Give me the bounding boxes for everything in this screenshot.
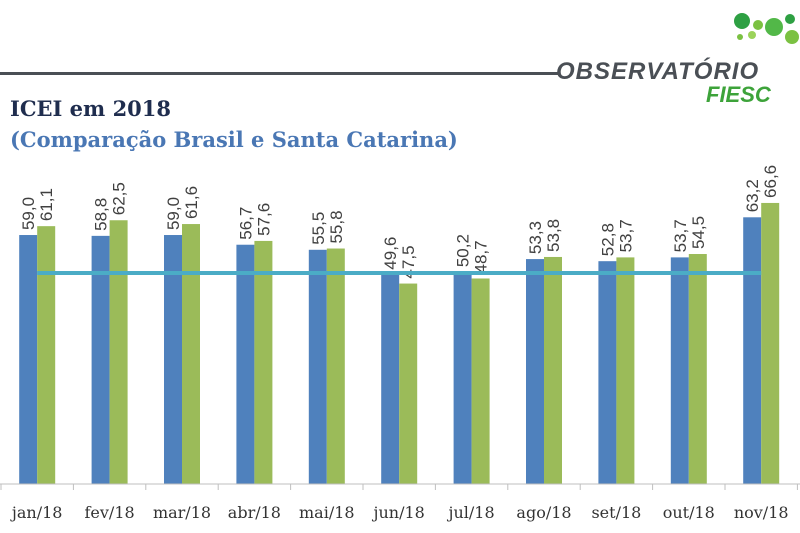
bar-br — [526, 259, 544, 484]
data-label: 55,5 — [309, 212, 328, 245]
data-label: 49,6 — [381, 237, 400, 270]
data-label: 50,2 — [454, 234, 473, 267]
logo-sub-text: FIESC — [706, 82, 771, 107]
bar-sc — [761, 202, 780, 484]
bar-br — [91, 235, 110, 484]
x-tick-label: fev/18 — [85, 503, 135, 522]
data-label: 53,7 — [616, 219, 635, 252]
data-label: 62,5 — [110, 182, 129, 215]
bar-br — [381, 274, 400, 484]
bar-br — [453, 272, 472, 484]
bar-sc — [688, 254, 707, 484]
bar-sc — [616, 257, 635, 484]
bar-sc — [471, 278, 490, 484]
x-tick-label: mar/18 — [153, 503, 211, 522]
data-label: 57,6 — [254, 203, 273, 236]
data-label: 58,8 — [92, 198, 111, 231]
bar-br — [598, 261, 617, 484]
bar-sc — [109, 220, 128, 484]
data-label: 59,0 — [164, 197, 183, 230]
data-label: 54,5 — [689, 216, 708, 249]
data-label: 48,7 — [472, 240, 491, 273]
x-tick-label: jan/18 — [10, 503, 63, 522]
bar-sc — [326, 248, 345, 484]
x-tick-label: out/18 — [663, 503, 715, 522]
data-label: 66,6 — [761, 165, 780, 198]
bar-sc — [544, 256, 562, 484]
data-label: 55,8 — [327, 210, 346, 243]
chart-title: ICEI em 2018 — [10, 96, 172, 121]
logo-dots-icon — [734, 13, 799, 44]
bar-br — [19, 235, 38, 484]
chart-subtitle: (Comparação Brasil e Santa Catarina) — [10, 127, 458, 152]
bar-sc — [399, 283, 418, 484]
data-label: 53,3 — [526, 221, 545, 254]
data-label: 53,8 — [544, 219, 563, 252]
logo-main-text: OBSERVATÓRIO — [556, 58, 760, 85]
bar-br — [670, 257, 689, 484]
bar-sc — [37, 226, 56, 484]
header-rule — [0, 72, 560, 75]
data-label: 63,2 — [743, 179, 762, 212]
bar-sc — [182, 224, 200, 484]
data-label: 53,7 — [671, 219, 690, 252]
data-label: 59,0 — [19, 197, 38, 230]
bar-br — [308, 249, 327, 484]
observatorio-fiesc-logo: OBSERVATÓRIO FIESC — [556, 13, 799, 107]
data-label: 52,8 — [598, 223, 617, 256]
bar-sc — [254, 240, 273, 484]
data-label: 61,6 — [182, 186, 201, 219]
bar-br — [743, 217, 762, 484]
data-label: 61,1 — [37, 188, 56, 221]
x-tick-label: ago/18 — [516, 503, 571, 522]
data-label: 47,5 — [399, 245, 418, 278]
x-tick-label: set/18 — [591, 503, 641, 522]
bar-br — [236, 244, 255, 484]
x-tick-label: abr/18 — [228, 503, 281, 522]
x-tick-label: jun/18 — [372, 503, 425, 522]
x-tick-label: jul/18 — [447, 503, 495, 522]
x-tick-label: nov/18 — [734, 503, 789, 522]
x-tick-label: mai/18 — [299, 503, 355, 522]
bar-br — [164, 235, 182, 484]
data-label: 56,7 — [236, 207, 255, 240]
